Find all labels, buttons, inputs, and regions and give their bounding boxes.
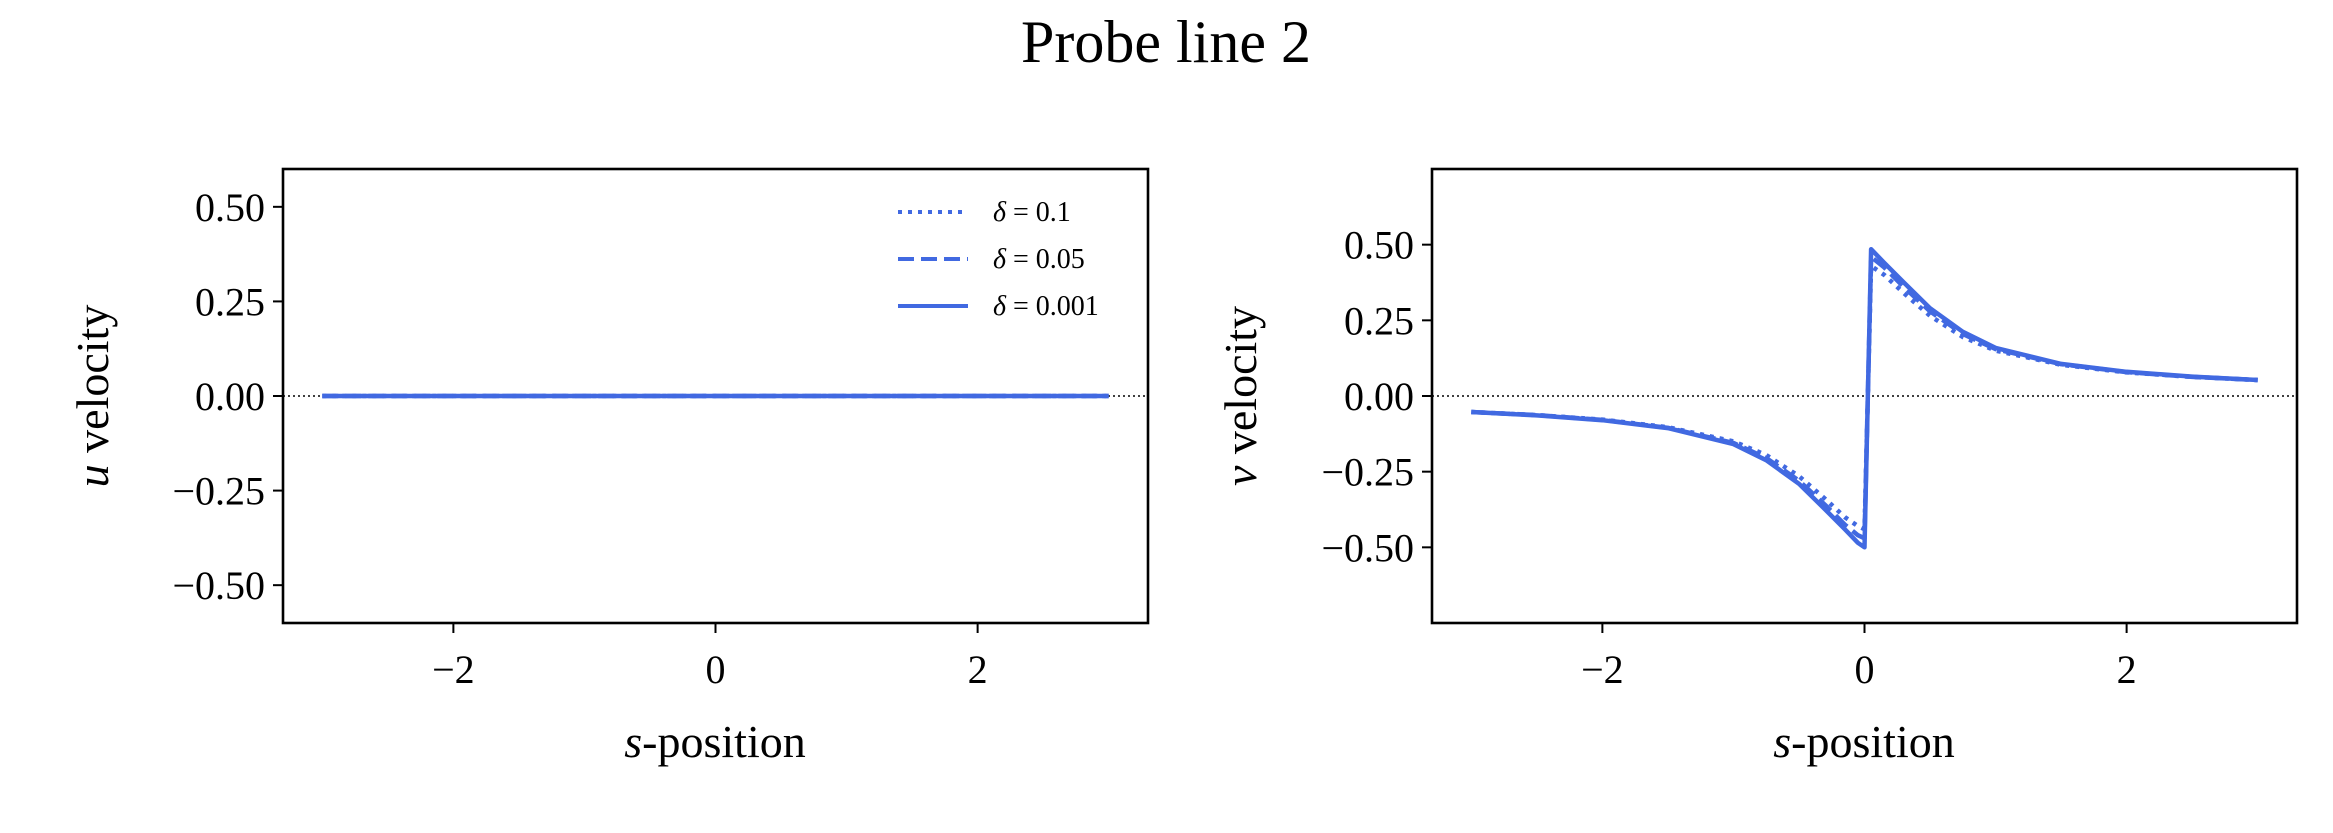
legend-label-dotted: δ = 0.1 — [993, 197, 1071, 228]
y-axis-label: v velocity — [1215, 306, 1266, 486]
y-tick-label: 0.00 — [195, 374, 265, 419]
y-tick-label: 0.00 — [1344, 374, 1414, 419]
x-tick-label: 0 — [1855, 647, 1875, 692]
legend: δ = 0.1 δ = 0.05 δ = 0.001 — [898, 197, 1099, 322]
legend-label-solid: δ = 0.001 — [993, 291, 1099, 322]
y-label-text: velocity — [67, 305, 118, 465]
y-tick-label: −0.25 — [1321, 450, 1414, 495]
x-tick-label: 2 — [2117, 647, 2137, 692]
y-tick-label: 0.25 — [195, 279, 265, 324]
x-label-text: -position — [642, 716, 806, 767]
legend-entry-dashed: δ = 0.05 — [898, 244, 1085, 275]
x-tick-label: 0 — [706, 647, 726, 692]
y-tick-label: −0.25 — [172, 469, 265, 514]
x-label-text: -position — [1791, 716, 1955, 767]
legend-entry-dotted: δ = 0.1 — [898, 197, 1071, 228]
y-label-text: velocity — [1215, 306, 1266, 466]
x-tick-label: −2 — [1581, 647, 1624, 692]
y-tick-label: 0.50 — [1344, 223, 1414, 268]
figure-title: Probe line 2 — [1021, 9, 1311, 75]
x-tick-label: −2 — [432, 647, 475, 692]
legend-label-dashed: δ = 0.05 — [993, 244, 1085, 275]
x-label-italic: s — [624, 716, 642, 767]
series-line-solid — [1471, 246, 2258, 550]
u-velocity-chart: s-position u velocity δ = 0.1 δ = 0.05 δ… — [67, 167, 1150, 767]
y-tick-label: −0.50 — [172, 563, 265, 608]
y-tick-label: 0.50 — [195, 185, 265, 230]
legend-entry-solid: δ = 0.001 — [898, 291, 1099, 322]
y-axis-label: u velocity — [67, 305, 118, 488]
x-tick-label: 2 — [968, 647, 988, 692]
y-tick-label: −0.50 — [1321, 525, 1414, 570]
y-label-italic: u — [67, 464, 118, 487]
y-tick-label: 0.25 — [1344, 298, 1414, 343]
y-label-italic: v — [1215, 465, 1266, 486]
x-axis-label: s-position — [1773, 716, 1954, 767]
x-axis-label: s-position — [624, 716, 805, 767]
x-label-italic: s — [1773, 716, 1791, 767]
v-velocity-chart: s-position v velocity −2 0 2 0.50 0.25 0.00 −0… — [1215, 167, 2299, 767]
